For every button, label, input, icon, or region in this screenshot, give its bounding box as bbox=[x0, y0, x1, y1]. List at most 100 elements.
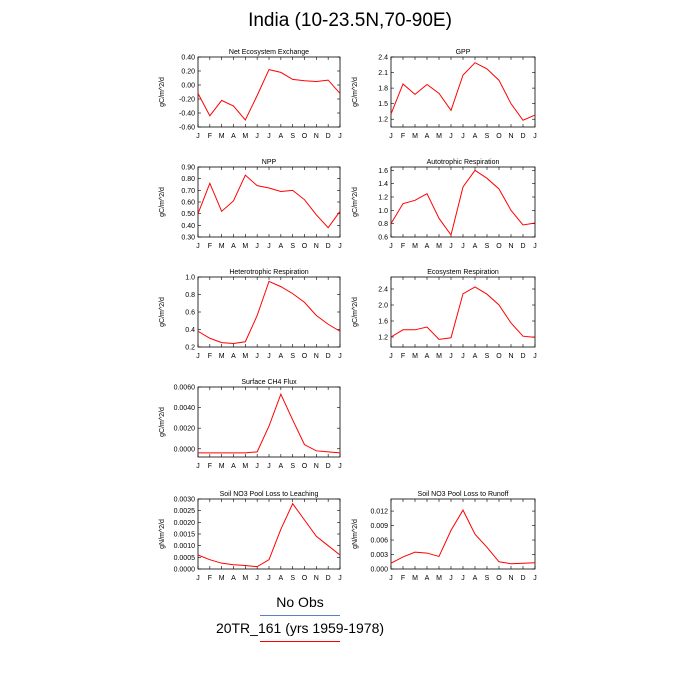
x-tick-label-month: J bbox=[389, 353, 393, 360]
x-tick-label-month: O bbox=[496, 353, 502, 360]
x-tick-label-month: N bbox=[508, 353, 513, 360]
x-tick-label-month: N bbox=[314, 463, 319, 470]
y-axis-label: gC/m^2/d bbox=[159, 407, 166, 437]
x-tick-label-month: M bbox=[436, 243, 442, 250]
x-tick-label-month: A bbox=[278, 575, 283, 582]
y-tick-label: 1.6 bbox=[378, 168, 388, 175]
x-tick-label-month: M bbox=[219, 353, 225, 360]
x-tick-label-month: D bbox=[520, 133, 525, 140]
y-tick-label: 1.0 bbox=[185, 275, 195, 282]
y-tick-label: 0.006 bbox=[370, 538, 388, 545]
panel-title: Autotrophic Respiration bbox=[427, 159, 500, 166]
x-tick-label-month: F bbox=[208, 243, 212, 250]
x-tick-label-month: M bbox=[242, 353, 248, 360]
x-tick-label-month: J bbox=[461, 133, 465, 140]
x-tick-label-month: J bbox=[461, 243, 465, 250]
x-tick-label-month: A bbox=[278, 133, 283, 140]
x-tick-label-month: N bbox=[508, 243, 513, 250]
y-axis-label: gC/m^2/d bbox=[352, 77, 359, 107]
x-tick-label-month: J bbox=[533, 575, 537, 582]
x-tick-label-month: F bbox=[401, 575, 405, 582]
series-line-npp bbox=[197, 174, 341, 229]
x-tick-label-month: S bbox=[290, 575, 295, 582]
y-tick-label: 0.0025 bbox=[174, 508, 196, 515]
x-tick-label-month: O bbox=[496, 133, 502, 140]
x-tick-label-month: N bbox=[314, 575, 319, 582]
x-tick-label-month: A bbox=[278, 243, 283, 250]
y-tick-label: 2.4 bbox=[378, 55, 388, 62]
x-tick-label-month: S bbox=[290, 133, 295, 140]
x-tick-label-month: A bbox=[425, 353, 430, 360]
y-axis-label: gN/m^2/d bbox=[352, 519, 359, 549]
y-tick-label: -0.20 bbox=[179, 97, 195, 104]
plot-frame bbox=[197, 166, 341, 238]
y-tick-label: 0.60 bbox=[181, 200, 195, 207]
x-tick-label-month: A bbox=[278, 353, 283, 360]
x-tick-label-month: N bbox=[314, 353, 319, 360]
y-tick-label: 1.2 bbox=[378, 117, 388, 124]
x-tick-label-month: J bbox=[461, 353, 465, 360]
panel-title: Net Ecosystem Exchange bbox=[229, 49, 309, 56]
x-tick-label-month: O bbox=[496, 243, 502, 250]
x-tick-label-month: S bbox=[290, 353, 295, 360]
x-tick-label-month: F bbox=[401, 353, 405, 360]
x-tick-label-month: F bbox=[401, 133, 405, 140]
x-tick-label-month: J bbox=[255, 133, 259, 140]
y-tick-label: 1.6 bbox=[378, 319, 388, 326]
plot-frame bbox=[197, 386, 341, 458]
y-tick-label: 0.0000 bbox=[174, 446, 196, 453]
x-tick-label-month: A bbox=[425, 243, 430, 250]
x-tick-label-month: S bbox=[290, 243, 295, 250]
y-tick-label: 0.0060 bbox=[174, 385, 196, 392]
x-tick-label-month: J bbox=[255, 243, 259, 250]
x-tick-label-month: A bbox=[231, 575, 236, 582]
x-tick-label-month: J bbox=[255, 575, 259, 582]
x-tick-label-month: M bbox=[242, 243, 248, 250]
x-tick-label-month: J bbox=[196, 463, 200, 470]
y-tick-label: 0.0010 bbox=[174, 543, 196, 550]
x-tick-label-month: J bbox=[461, 575, 465, 582]
plot-frame bbox=[390, 166, 536, 238]
x-tick-label-month: J bbox=[255, 463, 259, 470]
x-tick-label-month: A bbox=[278, 463, 283, 470]
chart-panel-heterotrophic-respiration: Heterotrophic Respiration gC/m^2/d 0.2 0.4 0… bbox=[159, 269, 342, 360]
x-tick-label-month: D bbox=[326, 243, 331, 250]
x-tick-label-month: J bbox=[449, 353, 453, 360]
x-tick-label-month: A bbox=[231, 243, 236, 250]
x-tick-label-month: F bbox=[208, 133, 212, 140]
y-tick-label: 0.80 bbox=[181, 176, 195, 183]
y-tick-label: 0.00 bbox=[181, 83, 195, 90]
y-tick-label: 1.2 bbox=[378, 335, 388, 342]
panel-title: Heterotrophic Respiration bbox=[229, 269, 308, 276]
x-tick-label-month: J bbox=[389, 575, 393, 582]
x-tick-label-month: N bbox=[508, 575, 513, 582]
x-tick-label-month: J bbox=[196, 353, 200, 360]
series-line-heterotrophic-respiration bbox=[197, 280, 341, 345]
x-tick-label-month: A bbox=[425, 575, 430, 582]
page-title: India (10-23.5N,70-90E) bbox=[248, 10, 452, 31]
y-tick-label: 0.4 bbox=[185, 327, 195, 334]
x-tick-label-month: J bbox=[267, 353, 271, 360]
chart-panel-net-ecosystem-exchange: Net Ecosystem Exchange gC/m^2/d -0.60 -0.40… bbox=[159, 49, 342, 140]
y-tick-label: -0.60 bbox=[179, 125, 195, 132]
y-tick-label: 2.4 bbox=[378, 287, 388, 294]
x-tick-label-month: J bbox=[449, 575, 453, 582]
chart-panel-autotrophic-respiration: Autotrophic Respiration gC/m^2/d 0.6 0.8 1.0… bbox=[352, 159, 537, 250]
x-tick-label-month: M bbox=[242, 133, 248, 140]
x-tick-label-month: J bbox=[196, 133, 200, 140]
x-tick-label-month: S bbox=[485, 243, 490, 250]
y-tick-label: 0.009 bbox=[370, 523, 388, 530]
y-tick-label: 0.6 bbox=[185, 310, 195, 317]
y-tick-label: 0.40 bbox=[181, 223, 195, 230]
x-tick-label-month: J bbox=[338, 575, 342, 582]
x-tick-label-month: M bbox=[242, 463, 248, 470]
y-tick-label: 1.0 bbox=[378, 208, 388, 215]
panel-title: Soil NO3 Pool Loss to Runoff bbox=[418, 491, 509, 498]
x-tick-label-month: J bbox=[449, 133, 453, 140]
y-tick-label: 0.0040 bbox=[174, 405, 196, 412]
x-tick-label-month: O bbox=[302, 575, 308, 582]
x-tick-label-month: N bbox=[314, 243, 319, 250]
y-axis-label: gC/m^2/d bbox=[159, 297, 166, 327]
legend-label-no-obs: No Obs bbox=[276, 594, 324, 610]
x-tick-label-month: O bbox=[302, 243, 308, 250]
